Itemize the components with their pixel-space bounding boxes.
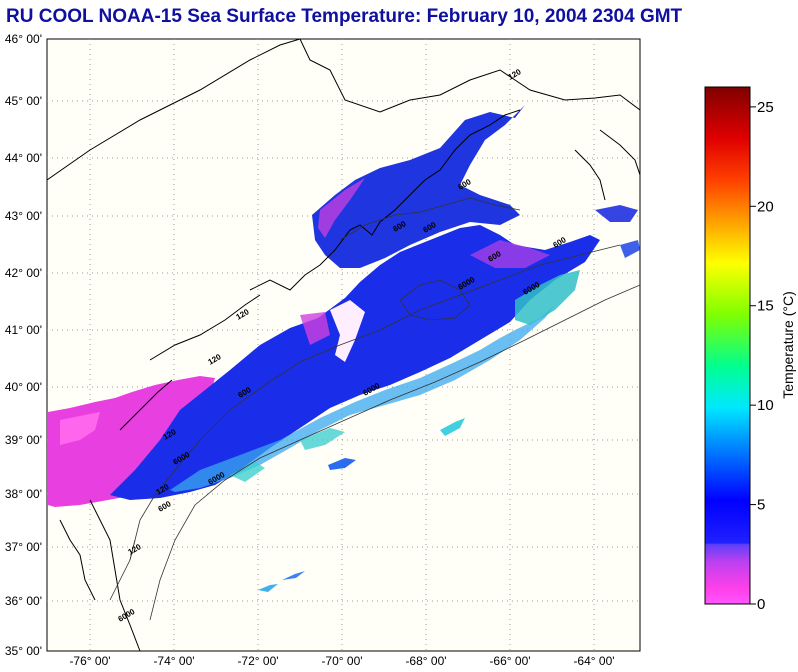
lat-tick-label: 36° 00' [5,594,42,608]
lat-tick-label: 45° 00' [5,94,42,108]
lat-tick-label: 40° 00' [5,380,42,394]
lat-tick-label: 39° 00' [5,433,42,447]
colorbar-title: Temperature (°C) [780,291,796,399]
colorbar [704,86,751,605]
colorbar-ticks: 25 20 15 10 5 0 [750,99,774,613]
lat-tick-label: 44° 00' [5,151,42,165]
lon-tick-label: -72° 00' [237,654,278,668]
lat-tick-label: 37° 00' [5,540,42,554]
lon-tick-label: -68° 00' [405,654,446,668]
lat-tick-label: 46° 00' [5,32,42,46]
coastline [47,39,640,651]
colorbar-tick-label: 10 [757,397,774,414]
lon-tick-label: -64° 00' [573,654,614,668]
latitude-labels: 46° 00' 45° 00' 44° 00' 43° 00' 42° 00' 41° 0… [5,32,42,658]
lat-tick-label: 38° 00' [5,487,42,501]
lat-tick-label: 42° 00' [5,266,42,280]
lon-tick-label: -76° 00' [69,654,110,668]
lat-tick-label: 41° 00' [5,323,42,337]
lat-tick-label: 35° 00' [5,644,42,658]
colorbar-tick-label: 25 [757,99,774,116]
colorbar-tick-label: 0 [757,596,765,613]
bathymetry-contours [109,197,640,621]
colorbar-tick-label: 5 [757,497,765,514]
colorbar-tick-label: 15 [757,298,774,315]
lon-tick-label: -66° 00' [489,654,530,668]
colorbar-tick-label: 20 [757,198,774,215]
longitude-labels: -76° 00' -74° 00' -72° 00' -70° 00' -68° 00'… [69,654,614,668]
lon-tick-label: -70° 00' [321,654,362,668]
lat-tick-label: 43° 00' [5,209,42,223]
page-title: RU COOL NOAA-15 Sea Surface Temperature:… [6,6,683,27]
lon-tick-label: -74° 00' [153,654,194,668]
